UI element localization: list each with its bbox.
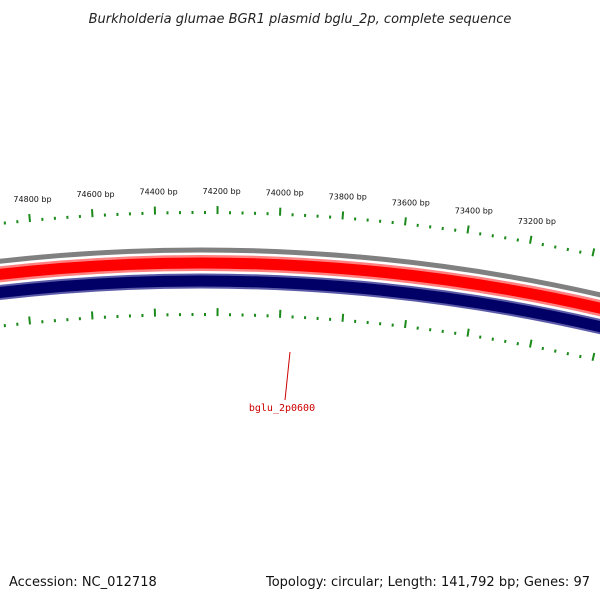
reverse-strand-genes xyxy=(0,275,600,333)
forward-tick-track xyxy=(3,206,596,257)
major-tick xyxy=(28,213,31,223)
minor-tick xyxy=(516,238,520,242)
major-tick xyxy=(404,319,407,329)
tick-label: 73200 bp xyxy=(518,217,556,226)
tick-label: 74600 bp xyxy=(76,190,114,199)
major-tick xyxy=(28,316,31,325)
major-tick xyxy=(466,328,470,337)
major-tick xyxy=(91,311,94,320)
minor-tick xyxy=(541,346,545,351)
reverse-tick-track xyxy=(3,308,596,361)
minor-tick xyxy=(566,247,570,252)
forward-strand-genes xyxy=(0,257,600,314)
minor-tick xyxy=(516,341,520,346)
minor-tick xyxy=(554,349,557,353)
gene-label-bglu-2p0600[interactable]: bglu_2p0600 xyxy=(249,403,315,414)
major-tick xyxy=(466,225,470,234)
minor-tick xyxy=(504,236,507,240)
tick-label: 73400 bp xyxy=(455,207,493,216)
major-tick xyxy=(529,235,533,244)
minor-tick xyxy=(541,242,545,247)
minor-tick xyxy=(504,339,507,344)
tick-label: 74400 bp xyxy=(140,188,178,197)
minor-tick xyxy=(579,250,582,254)
minor-tick xyxy=(491,337,494,341)
major-tick xyxy=(591,248,596,257)
major-tick xyxy=(404,217,407,226)
tick-label: 73600 bp xyxy=(392,198,430,207)
tick-label: 74200 bp xyxy=(203,187,241,196)
major-tick xyxy=(529,339,533,348)
tick-label: 74800 bp xyxy=(13,195,51,204)
tick-label: 74000 bp xyxy=(266,189,304,198)
minor-tick xyxy=(554,245,557,249)
map-title: Burkholderia glumae BGR1 plasmid bglu_2p… xyxy=(89,12,512,27)
gene-label-pointer xyxy=(284,351,291,401)
tick-label: 73800 bp xyxy=(329,193,367,202)
accession-text: Accession: NC_012718 xyxy=(9,575,157,590)
major-tick xyxy=(591,352,596,361)
sequence-summary: Topology: circular; Length: 141,792 bp; … xyxy=(265,575,590,590)
backbone-ring xyxy=(0,247,600,298)
major-tick xyxy=(341,313,345,322)
tick-label-group: 74800 bp 74600 bp 74400 bp 74200 bp 74000 bp… xyxy=(13,187,556,226)
major-tick xyxy=(341,211,345,220)
minor-tick xyxy=(566,352,570,356)
minor-tick xyxy=(579,354,582,359)
